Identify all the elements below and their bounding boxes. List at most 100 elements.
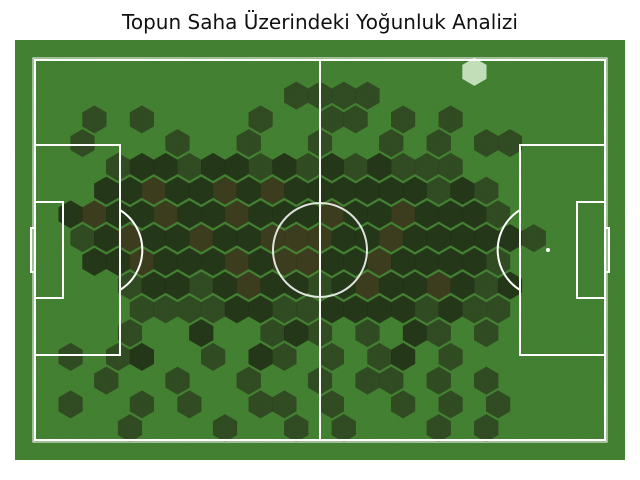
hexbin-cell — [462, 247, 487, 276]
hexbin-cell — [201, 295, 226, 324]
hexbin-cell — [165, 224, 190, 253]
hexbin-cell — [94, 366, 119, 395]
hexbin-cell — [224, 152, 249, 181]
hexbin-cell — [497, 224, 523, 253]
hexbin-cell — [189, 271, 214, 300]
hexbin-cell — [82, 200, 107, 229]
hexbin-cell — [379, 176, 404, 205]
hexbin-cell — [153, 247, 178, 276]
hexbin-cell — [177, 152, 202, 181]
hexbin-cell — [177, 390, 202, 419]
hexbin-cell — [236, 224, 261, 253]
hexbin-cell — [212, 414, 238, 443]
hexbin-cell — [212, 271, 238, 300]
chart-title: Topun Saha Üzerindeki Yoğunluk Analizi — [122, 10, 518, 34]
hexbin-cell — [272, 152, 297, 181]
hexbin-cell — [402, 319, 428, 348]
hexbin-cell — [189, 319, 214, 348]
hexbin-cell — [391, 105, 416, 134]
left-goal — [30, 227, 36, 273]
hexbin-cell — [402, 176, 428, 205]
hexbin-cell — [521, 224, 546, 253]
hexbin-cell — [331, 81, 356, 110]
hexbin-cell — [248, 295, 273, 324]
hexbin-cell — [391, 342, 416, 371]
hexbin-cell — [319, 295, 344, 324]
hexbin-cell — [319, 152, 344, 181]
hexbin-cell — [355, 271, 380, 300]
hexbin-cell — [272, 342, 297, 371]
hexbin-cell — [141, 271, 166, 300]
hexbin-cell — [319, 105, 344, 134]
hexbin-cell — [236, 129, 261, 158]
hexbin-cell — [141, 176, 166, 205]
hexbin-cell — [438, 390, 463, 419]
hexbin-cell — [486, 247, 511, 276]
hexbin-cell — [486, 295, 511, 324]
hexbin-cell — [438, 247, 463, 276]
hexbin-cell — [497, 271, 523, 300]
hexbin-cell — [379, 224, 404, 253]
hexbin-cell — [129, 247, 154, 276]
hexbin-cell — [343, 105, 368, 134]
hexbin-cell — [248, 200, 273, 229]
hexbin-cell — [414, 200, 439, 229]
hexbin-cell — [106, 200, 131, 229]
hexbin-cell — [343, 152, 368, 181]
hexbin-cell — [117, 414, 143, 443]
hexbin-cell — [224, 295, 249, 324]
hexbin-cell — [355, 176, 380, 205]
hexbin-cell — [129, 105, 154, 134]
hexbin-cell — [117, 224, 143, 253]
hexbin-cell — [474, 366, 499, 395]
hexbin-cell — [391, 152, 416, 181]
hexbin-cell — [201, 152, 226, 181]
hexbin-cell — [450, 224, 475, 253]
hexbin-cell — [438, 342, 463, 371]
hexbin-cell — [58, 342, 83, 371]
hexbin-cell — [474, 271, 499, 300]
hexbin-cell — [117, 271, 143, 300]
hexbin-cell — [141, 224, 166, 253]
hexbin-cell — [367, 152, 392, 181]
hexbin-cell — [391, 390, 416, 419]
hexbin-cell — [70, 129, 95, 158]
hexbin-cell — [284, 176, 309, 205]
hexbin-cell — [201, 247, 226, 276]
hexbin-cell — [106, 247, 131, 276]
hexbin-layer — [58, 57, 546, 443]
hexbin-cell — [272, 247, 297, 276]
hexbin-cell — [426, 366, 451, 395]
hexbin-cell — [331, 271, 356, 300]
hexbin-cell — [474, 319, 499, 348]
hexbin-cell — [426, 271, 451, 300]
hexbin-cell — [129, 200, 154, 229]
hexbin-cell — [165, 129, 190, 158]
hexbin-cell — [402, 224, 428, 253]
outer-boundary-inner — [32, 57, 608, 443]
hexbin-cell — [129, 295, 154, 324]
hexbin-cell — [296, 295, 321, 324]
hexbin-cell — [414, 152, 439, 181]
hexbin-cell — [367, 295, 392, 324]
hexbin-cell — [189, 224, 214, 253]
hexbin-cell — [94, 224, 119, 253]
hexbin-cell — [272, 200, 297, 229]
hexbin-cell — [367, 200, 392, 229]
hexbin-cell — [272, 295, 297, 324]
hexbin-cell — [296, 152, 321, 181]
hexbin-cell — [272, 390, 297, 419]
hexbin-cell — [248, 247, 273, 276]
hexbin-cell — [426, 414, 451, 443]
hexbin-cell — [462, 295, 487, 324]
hexbin-cell — [224, 200, 249, 229]
right-goal — [604, 227, 610, 273]
hexbin-cell — [438, 152, 463, 181]
hexbin-cell — [58, 200, 83, 229]
hexbin-cell — [343, 295, 368, 324]
pitch-markings — [30, 57, 610, 443]
hexbin-cell — [224, 247, 249, 276]
hexbin-cell — [319, 390, 344, 419]
hexbin-cell — [129, 342, 154, 371]
